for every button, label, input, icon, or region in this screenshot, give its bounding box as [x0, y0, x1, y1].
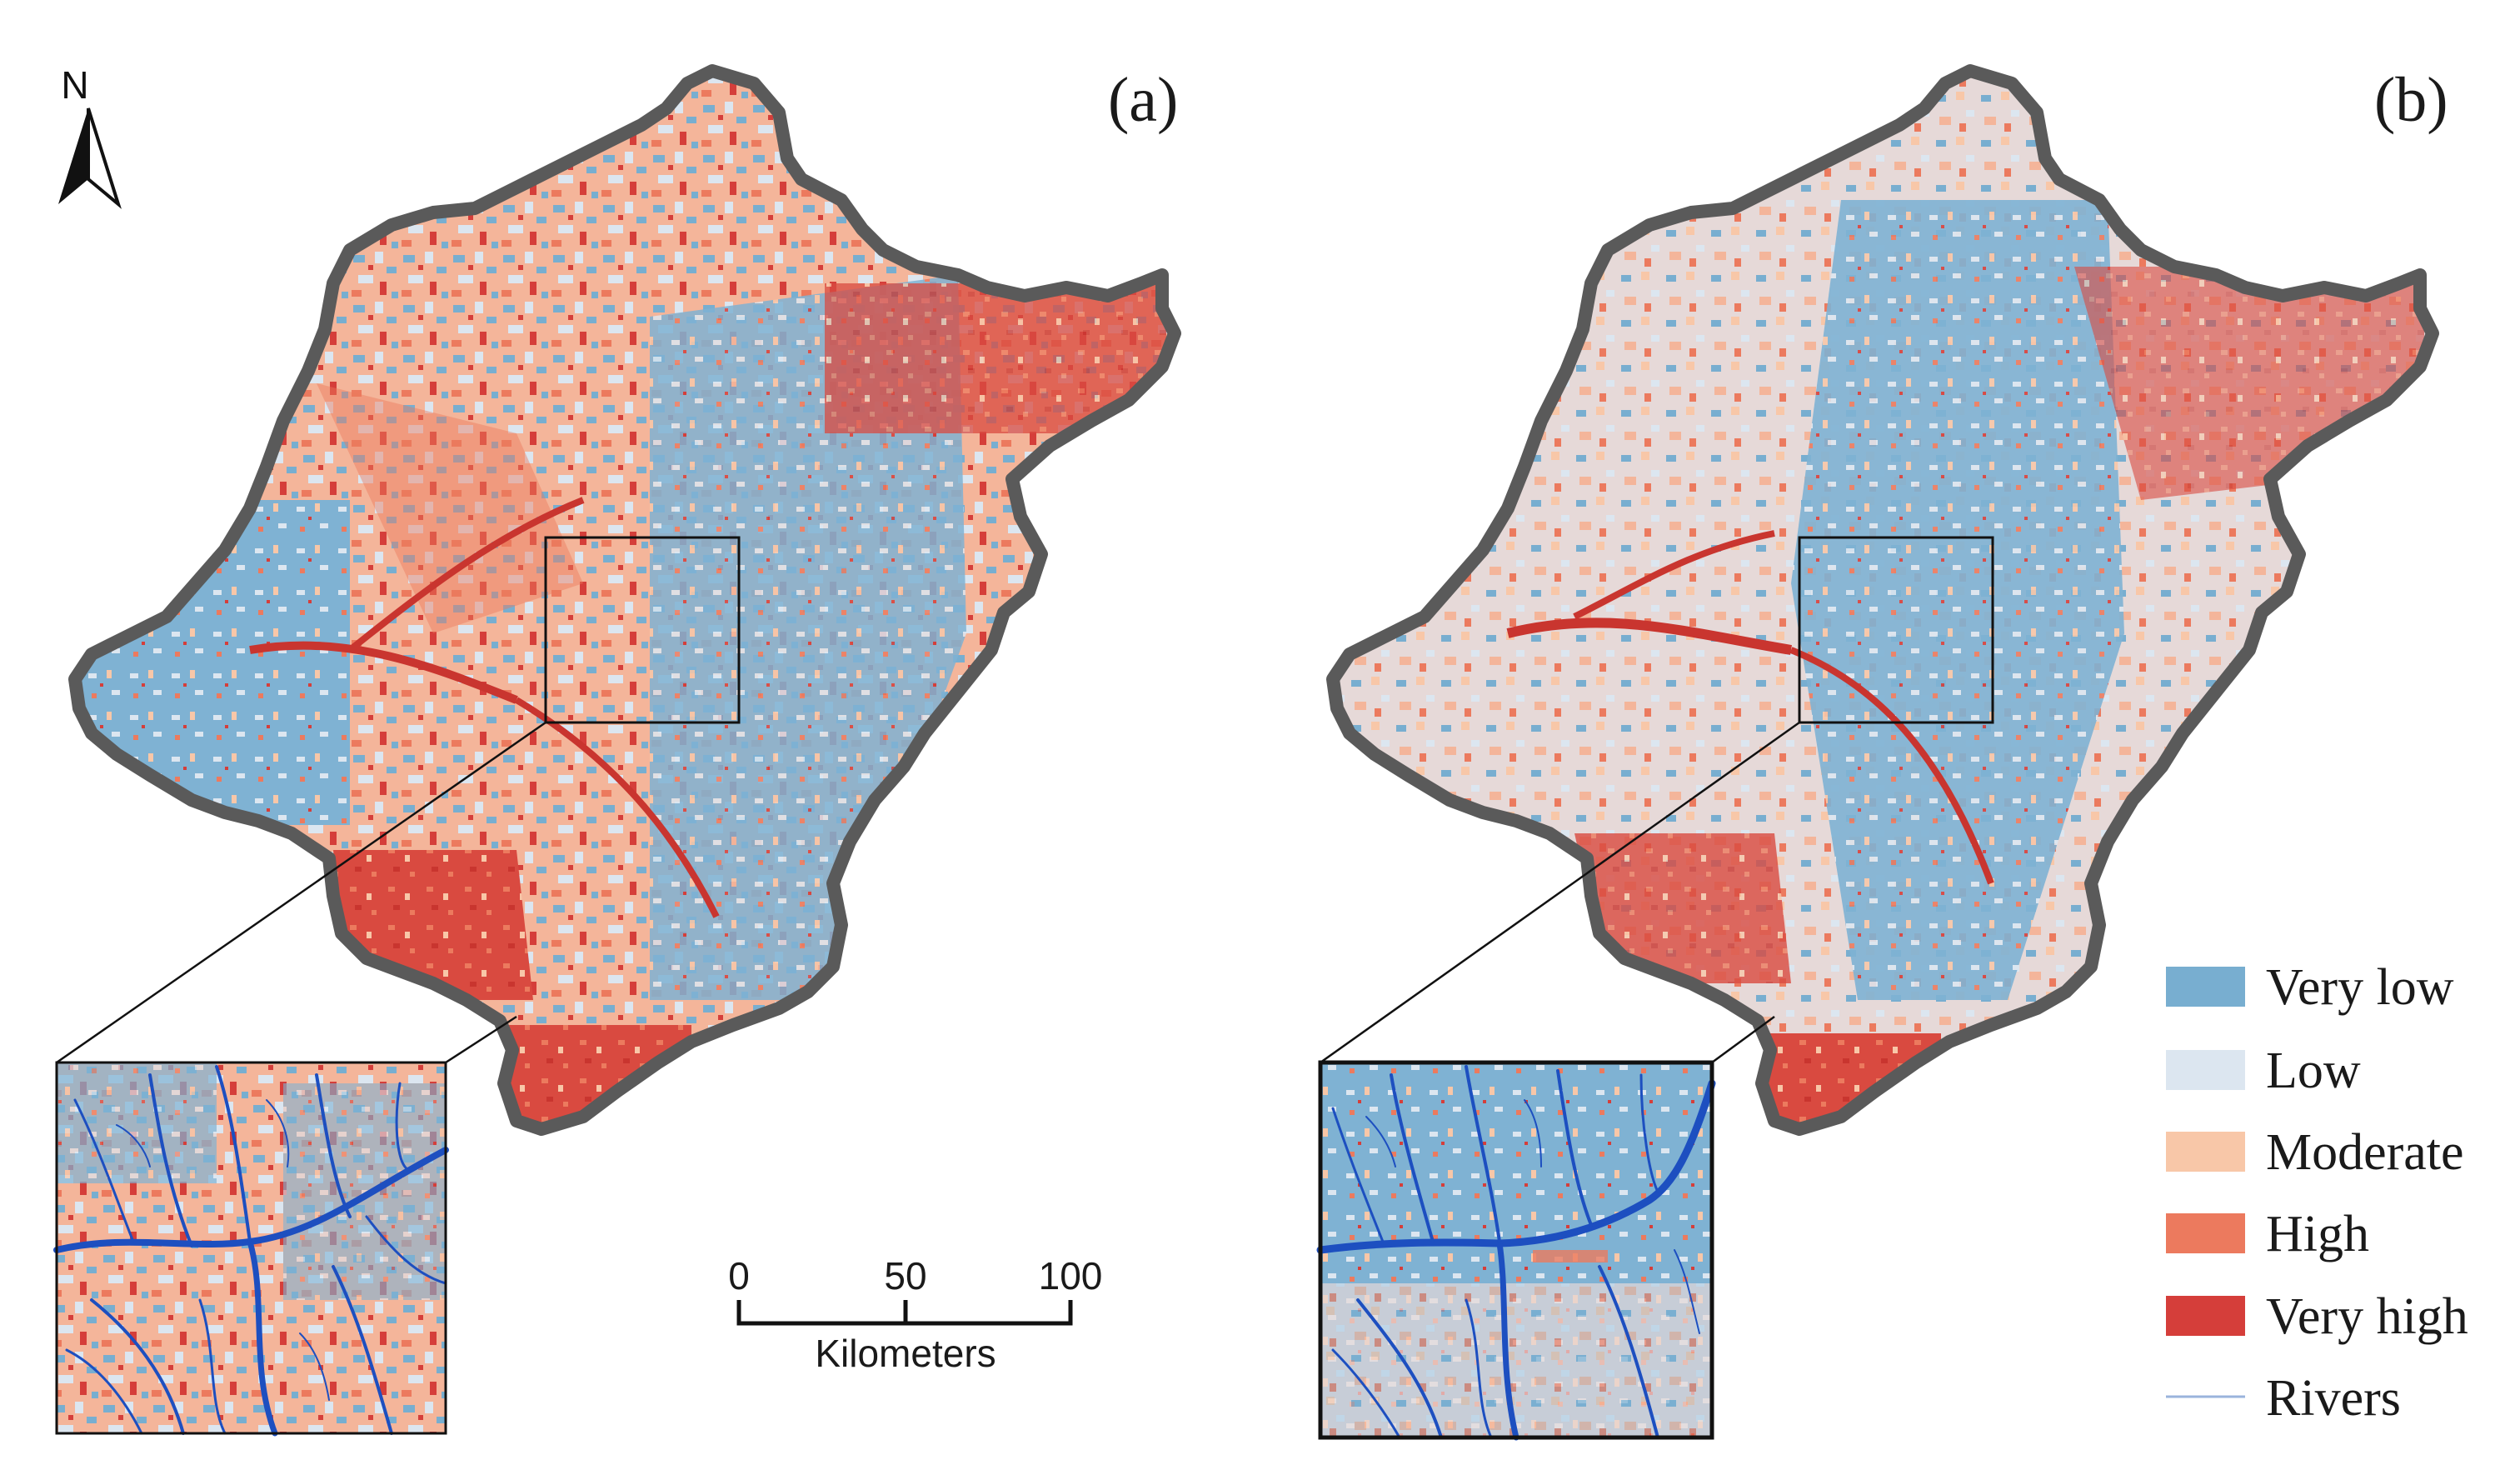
- susceptibility-raster-a: [75, 71, 1175, 1129]
- river-network-a: [53, 1065, 449, 1437]
- panel-label-b: (b): [2374, 65, 2448, 135]
- legend-swatch-very-low: [2166, 967, 2245, 1007]
- panel-label-a: (a): [1108, 65, 1178, 135]
- legend-swatch-low: [2166, 1050, 2245, 1090]
- scale-unit: Kilometers: [815, 1332, 996, 1375]
- zoom-box-a: [544, 536, 741, 724]
- legend-label-low: Low: [2266, 1042, 2361, 1099]
- legend-label-very-low: Very low: [2266, 959, 2454, 1016]
- legend-label-very-high: Very high: [2266, 1288, 2468, 1345]
- scale-tick-50: 50: [884, 1254, 926, 1298]
- scale-bar: 0 50 100 Kilometers: [728, 1254, 1102, 1375]
- legend: Very low Low Moderate High Very high Riv…: [2166, 959, 2468, 1427]
- north-arrow-letter: N: [61, 63, 88, 107]
- legend-swatch-moderate: [2166, 1132, 2245, 1172]
- legend-label-rivers: Rivers: [2266, 1370, 2401, 1427]
- zoom-box-b: [1798, 536, 1994, 724]
- legend-swatch-high: [2166, 1213, 2245, 1253]
- inset-map-a: [53, 1061, 449, 1437]
- map-panel-a: (a): [53, 50, 1216, 1437]
- legend-label-moderate: Moderate: [2266, 1124, 2464, 1181]
- scale-tick-100: 100: [1039, 1254, 1103, 1298]
- legend-label-high: High: [2266, 1206, 2369, 1262]
- river-network-b: [1316, 1065, 1716, 1441]
- legend-swatch-very-high: [2166, 1296, 2245, 1336]
- inset-map-b: [1316, 1060, 1716, 1441]
- north-arrow: N: [58, 63, 122, 209]
- scale-tick-0: 0: [728, 1254, 750, 1298]
